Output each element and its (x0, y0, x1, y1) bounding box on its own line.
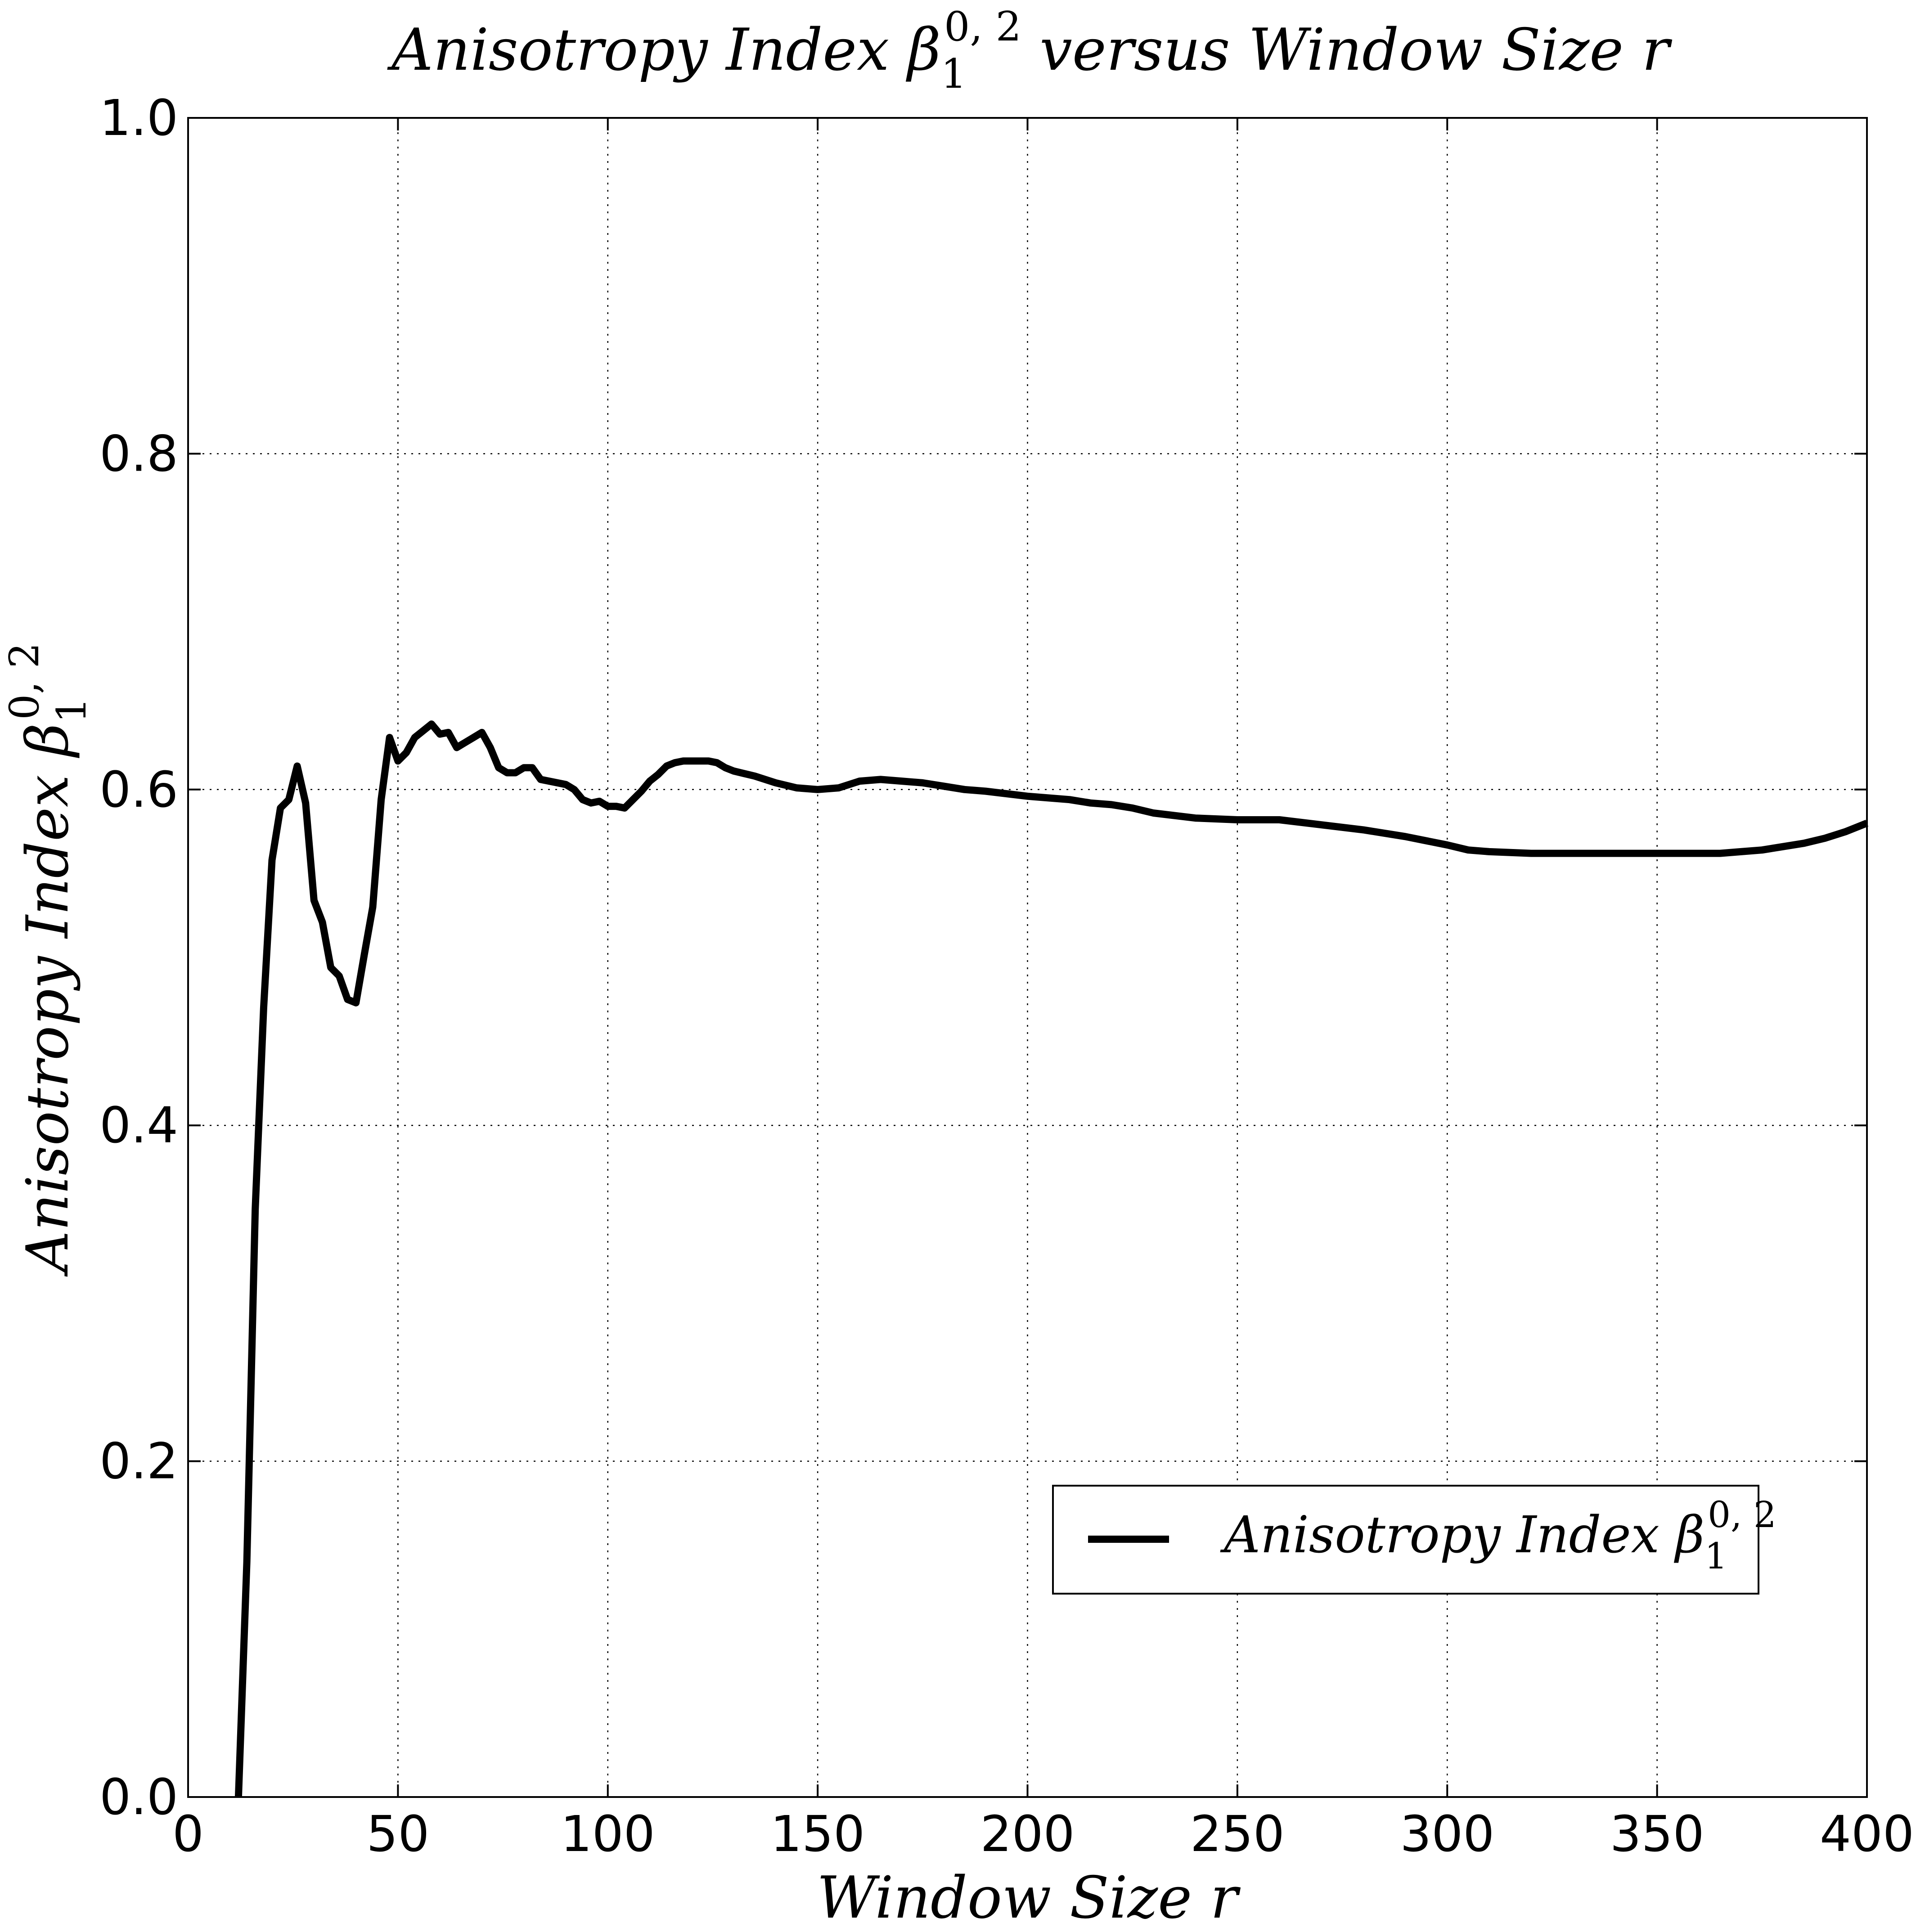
x-tick-label: 300 (1400, 1805, 1494, 1863)
x-axis-tick-labels: 0 50 100 150 200 250 300 350 400 (172, 1805, 1914, 1863)
legend-box (1052, 1485, 1759, 1595)
x-tick-label: 350 (1610, 1805, 1705, 1863)
y-axis-label: Anisotropy Index β10, 2 (1, 643, 95, 1277)
x-tick-label: 50 (366, 1805, 429, 1863)
y-tick-label: 0.8 (99, 425, 178, 482)
x-tick-label: 200 (980, 1805, 1075, 1863)
y-tick-label: 0.6 (99, 761, 178, 818)
x-axis-label: Window Size r (817, 1865, 1241, 1932)
series-group (234, 720, 1868, 1797)
series-line-0 (234, 720, 1868, 1797)
x-tick-label: 0 (172, 1805, 204, 1863)
chart-title: Anisotropy Index β10, 2 versus Window Si… (387, 3, 1673, 98)
y-axis-tick-labels: 0.0 0.2 0.4 0.6 0.8 1.0 (99, 89, 178, 1826)
x-tick-label: 400 (1820, 1805, 1914, 1863)
legend-label: Anisotropy Index β10, 2 (1220, 1494, 1777, 1577)
x-tick-label: 250 (1190, 1805, 1285, 1863)
y-tick-label: 0.0 (99, 1768, 178, 1826)
axis-ticks (187, 117, 1868, 1798)
y-tick-label: 1.0 (99, 89, 178, 147)
legend: Anisotropy Index β10, 2 (1052, 1485, 1777, 1595)
x-tick-label: 150 (770, 1805, 865, 1863)
y-tick-label: 0.2 (99, 1433, 178, 1490)
y-tick-label: 0.4 (99, 1096, 178, 1154)
x-tick-label: 100 (561, 1805, 655, 1863)
